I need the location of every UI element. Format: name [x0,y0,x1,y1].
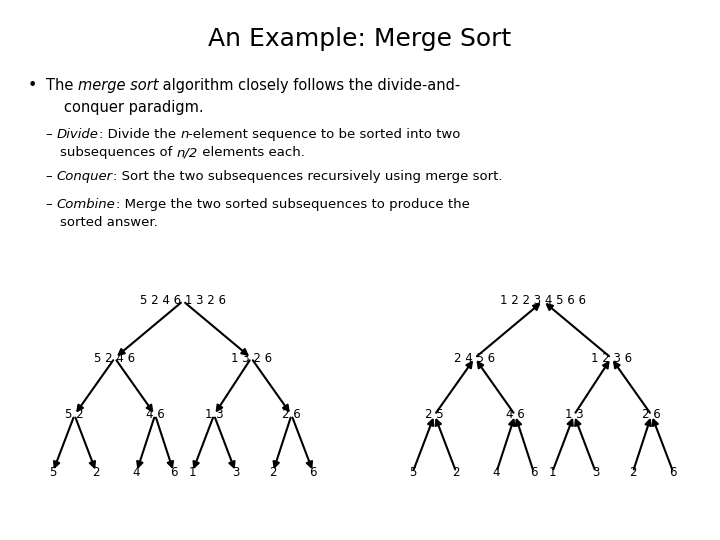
Text: 4: 4 [492,465,500,478]
Text: 4 6: 4 6 [145,408,164,422]
Text: 4: 4 [132,465,140,478]
Text: The: The [46,78,78,93]
Text: 2 6: 2 6 [642,408,661,422]
Text: 1 2 3 6: 1 2 3 6 [590,352,631,365]
Text: 2: 2 [269,465,276,478]
Text: An Example: Merge Sort: An Example: Merge Sort [208,27,512,51]
Text: 6: 6 [310,465,317,478]
Text: : Merge the two sorted subsequences to produce the: : Merge the two sorted subsequences to p… [116,198,469,211]
Text: 6: 6 [670,465,677,478]
Text: –: – [46,198,57,211]
Text: 5: 5 [409,465,416,478]
Text: : Sort the two subsequences recursively using merge sort.: : Sort the two subsequences recursively … [113,170,503,183]
Text: 4 6: 4 6 [505,408,524,422]
Text: 2: 2 [92,465,100,478]
Text: algorithm closely follows the divide-and-: algorithm closely follows the divide-and… [158,78,461,93]
Text: 1: 1 [549,465,556,478]
Text: 1 3 2 6: 1 3 2 6 [230,352,271,365]
Text: 1 3: 1 3 [204,408,223,422]
Text: Combine: Combine [57,198,116,211]
Text: –: – [46,128,57,141]
Text: 3: 3 [592,465,599,478]
Text: : Divide the: : Divide the [99,128,180,141]
Text: 2 6: 2 6 [282,408,301,422]
Text: –: – [46,170,57,183]
Text: 5 2: 5 2 [66,408,84,422]
Text: 2: 2 [452,465,460,478]
Text: 6: 6 [530,465,537,478]
Text: subsequences of: subsequences of [60,146,176,159]
Text: merge sort: merge sort [78,78,158,93]
Text: Conquer: Conquer [57,170,113,183]
Text: 3: 3 [232,465,239,478]
Text: 1 3: 1 3 [564,408,583,422]
Text: n: n [180,128,189,141]
Text: elements each.: elements each. [198,146,305,159]
Text: 5 2 4 6 1 3 2 6: 5 2 4 6 1 3 2 6 [140,294,226,307]
Text: 1: 1 [189,465,196,478]
Text: 2 5: 2 5 [426,408,444,422]
Text: 5 2 4 6: 5 2 4 6 [94,352,135,365]
Text: 2 4 5 6: 2 4 5 6 [454,352,495,365]
Text: -element sequence to be sorted into two: -element sequence to be sorted into two [189,128,461,141]
Text: •: • [28,78,37,93]
Text: n/2: n/2 [176,146,198,159]
Text: 5: 5 [49,465,56,478]
Text: 6: 6 [170,465,177,478]
Text: sorted answer.: sorted answer. [60,216,158,229]
Text: 1 2 2 3 4 5 6 6: 1 2 2 3 4 5 6 6 [500,294,586,307]
Text: Divide: Divide [57,128,99,141]
Text: 2: 2 [629,465,636,478]
Text: conquer paradigm.: conquer paradigm. [64,100,204,115]
